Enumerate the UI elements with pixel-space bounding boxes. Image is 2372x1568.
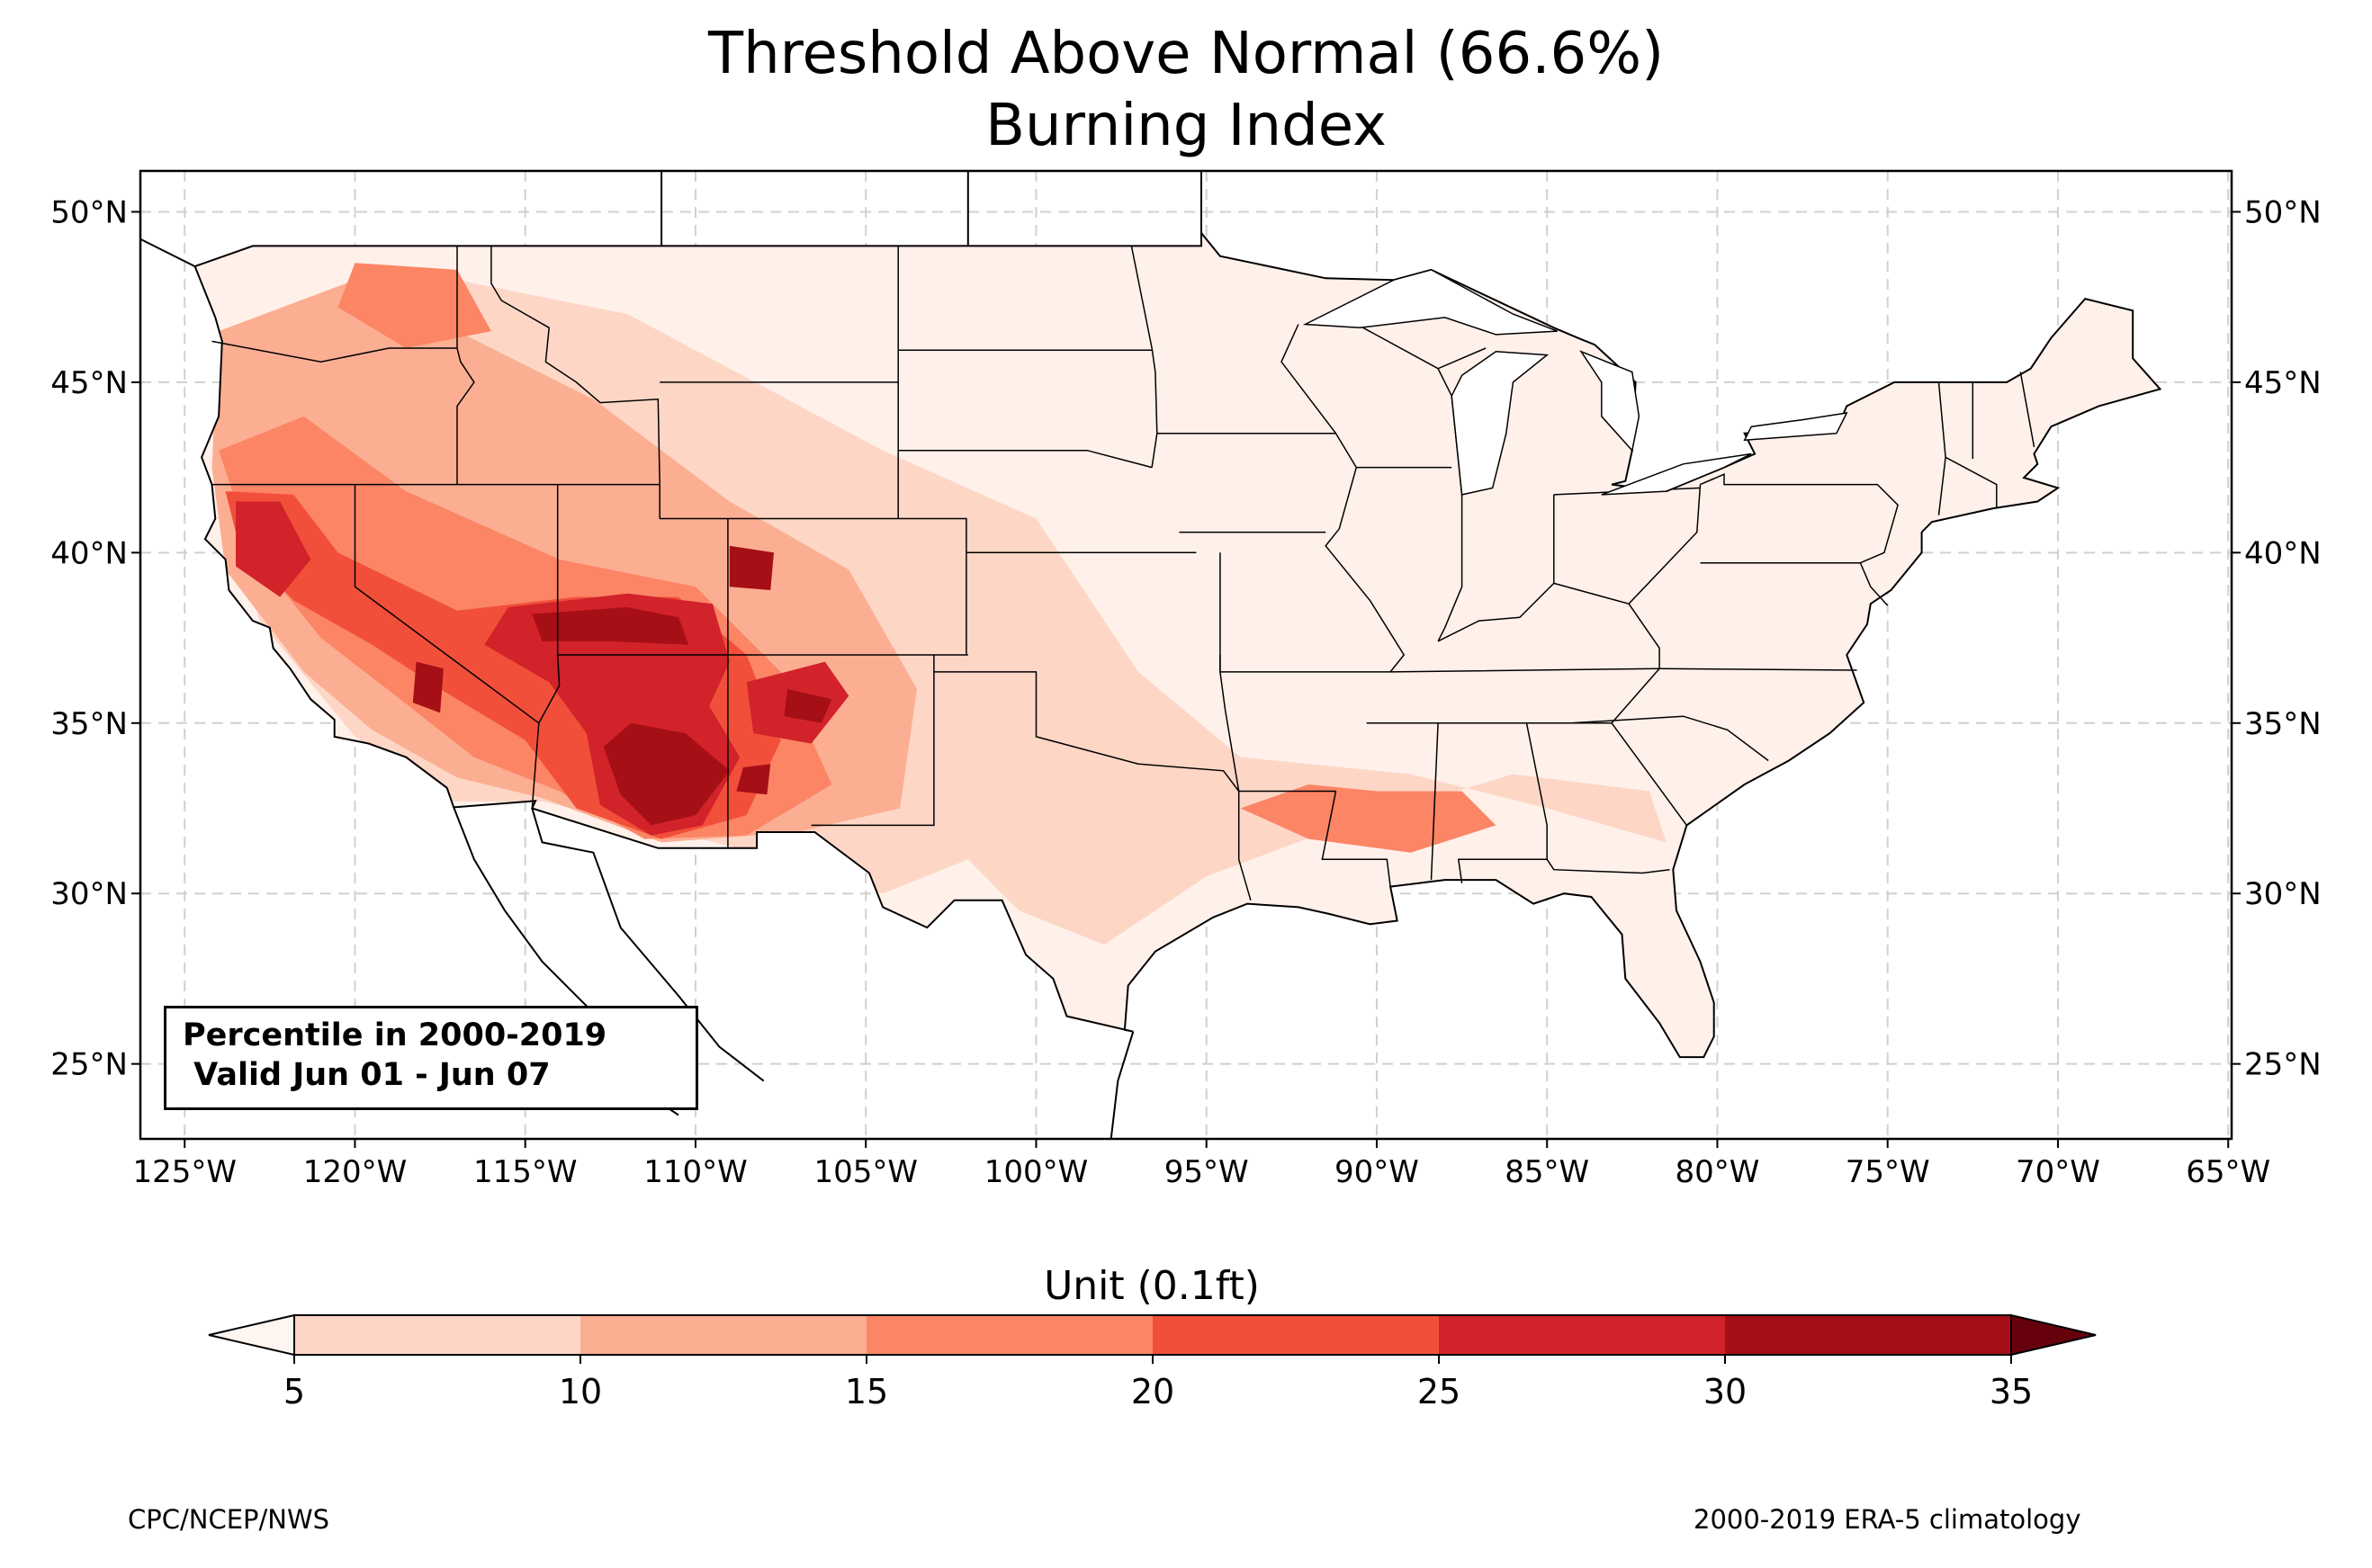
state-border [1366, 668, 1660, 724]
colorbar-bin [294, 1315, 580, 1355]
state-border [811, 655, 935, 827]
lon-tick-label: 110°W [643, 1154, 748, 1190]
great-lake [1579, 350, 1640, 452]
lon-tick-label: 120°W [303, 1154, 408, 1190]
state-border [966, 671, 1252, 901]
lat-tick-label-right: 40°N [2244, 535, 2322, 571]
great-lake [1302, 269, 1558, 336]
field-region-30-35 [729, 545, 774, 590]
lon-tick-label: 80°W [1676, 1154, 1760, 1190]
lat-tick-label-left: 45°N [50, 365, 128, 401]
colorbar-bin [1439, 1315, 1725, 1355]
colorbar-tick-label: 10 [559, 1372, 602, 1411]
lat-tick-label-left: 25°N [50, 1047, 128, 1083]
state-border [1546, 858, 1670, 874]
state-border [1280, 324, 1337, 435]
state-border [1224, 709, 1336, 793]
state-border [1321, 791, 1391, 887]
lat-tick-label-right: 50°N [2244, 194, 2322, 230]
lat-tick-label-left: 30°N [50, 876, 128, 912]
field-region-30-35 [736, 764, 771, 795]
state-border [898, 449, 1153, 469]
lat-tick-label-right: 25°N [2244, 1047, 2322, 1083]
lat-tick-label-left: 35°N [50, 706, 128, 742]
colorbar-label: Unit (0.1ft) [1044, 1263, 1260, 1309]
colorbar-under-arrow [208, 1313, 295, 1357]
great-lake [1601, 452, 1752, 496]
info-line-2: Valid Jun 01 - Jun 07 [183, 1057, 551, 1093]
state-border [456, 246, 475, 485]
field-region-30-35 [603, 722, 730, 826]
latitude-ticks: 50°N 50°N 45°N 45°N 40°N 40°N 35°N 35°N 30°N 30°N… [50, 194, 2321, 1082]
lon-tick-label: 105°W [813, 1154, 918, 1190]
state-border [2019, 372, 2035, 448]
lon-tick-label: 90°W [1334, 1154, 1419, 1190]
colorbar-tick-label: 5 [283, 1372, 305, 1411]
colorbar-bin [867, 1315, 1153, 1355]
state-border [660, 517, 967, 655]
state-border [1570, 715, 1769, 762]
colorbar-tick-label: 25 [1417, 1372, 1460, 1411]
footer-climatology: 2000-2019 ERA-5 climatology [1694, 1504, 2081, 1535]
burning-index-field [202, 263, 1667, 945]
great-lake [1451, 351, 1550, 496]
footer-source: CPC/NCEP/NWS [128, 1504, 330, 1535]
field-region-25-30 [236, 501, 311, 597]
field-region-15-20 [337, 263, 491, 348]
lat-tick-label-right: 45°N [2244, 365, 2322, 401]
canada-border [140, 171, 1202, 267]
info-line-1: Percentile in 2000-2019 [183, 1017, 607, 1053]
colorbar-tick-label: 15 [845, 1372, 888, 1411]
colorbar-over-arrow [2010, 1313, 2097, 1357]
state-border [211, 340, 457, 363]
state-border [531, 722, 540, 809]
field-region-30-35 [532, 607, 689, 645]
state-border [354, 484, 540, 724]
lat-tick-label-left: 50°N [50, 194, 128, 230]
state-border [1700, 473, 1899, 564]
colorbar-tick-label: 35 [1990, 1372, 2033, 1411]
state-border [1945, 456, 1998, 509]
colorbar-tick-label: 20 [1131, 1372, 1174, 1411]
lon-tick-label: 100°W [984, 1154, 1089, 1190]
field-region-30-35 [784, 688, 832, 723]
colorbar-bin [580, 1315, 867, 1355]
great-lake [1743, 412, 1848, 442]
colorbar-tick-label: 30 [1703, 1372, 1747, 1411]
map-frame [139, 169, 2233, 1141]
lon-tick-label: 70°W [2016, 1154, 2100, 1190]
info-box: Percentile in 2000-2019 Valid Jun 01 - J… [164, 1006, 698, 1110]
colorbar: 5 10 15 20 25 30 35 [208, 1313, 2097, 1411]
state-border [1130, 246, 1158, 468]
chart-subtitle: Burning Index [985, 93, 1387, 159]
lon-tick-label: 95°W [1164, 1154, 1249, 1190]
colorbar-bin [1725, 1315, 2011, 1355]
field-region-15-20 [1240, 784, 1496, 853]
state-border [1437, 494, 1463, 642]
chart-title: Threshold Above Normal (66.6%) [707, 21, 1665, 87]
state-border [1430, 722, 1439, 881]
state-border [538, 484, 561, 724]
lon-tick-label: 85°W [1505, 1154, 1589, 1190]
field-region-30-35 [412, 661, 444, 713]
lat-tick-label-left: 40°N [50, 535, 128, 571]
state-border [1628, 603, 1660, 669]
state-border [1219, 671, 1226, 710]
state-border [1437, 484, 1702, 642]
lon-tick-label: 65°W [2186, 1154, 2270, 1190]
state-border [1362, 327, 1439, 370]
lon-tick-label: 75°W [1846, 1154, 1930, 1190]
lat-tick-label-right: 35°N [2244, 706, 2322, 742]
state-borders [211, 246, 2035, 901]
longitude-ticks: 125°W 120°W 115°W 110°W 105°W 100°W 95°W 90°W 85… [132, 1139, 2270, 1190]
state-border [490, 246, 660, 485]
colorbar-bin [1153, 1315, 1439, 1355]
lon-tick-label: 115°W [473, 1154, 578, 1190]
state-border [1700, 561, 1889, 606]
lat-tick-label-right: 30°N [2244, 876, 2322, 912]
state-border [1611, 722, 1688, 826]
lon-tick-label: 125°W [132, 1154, 237, 1190]
